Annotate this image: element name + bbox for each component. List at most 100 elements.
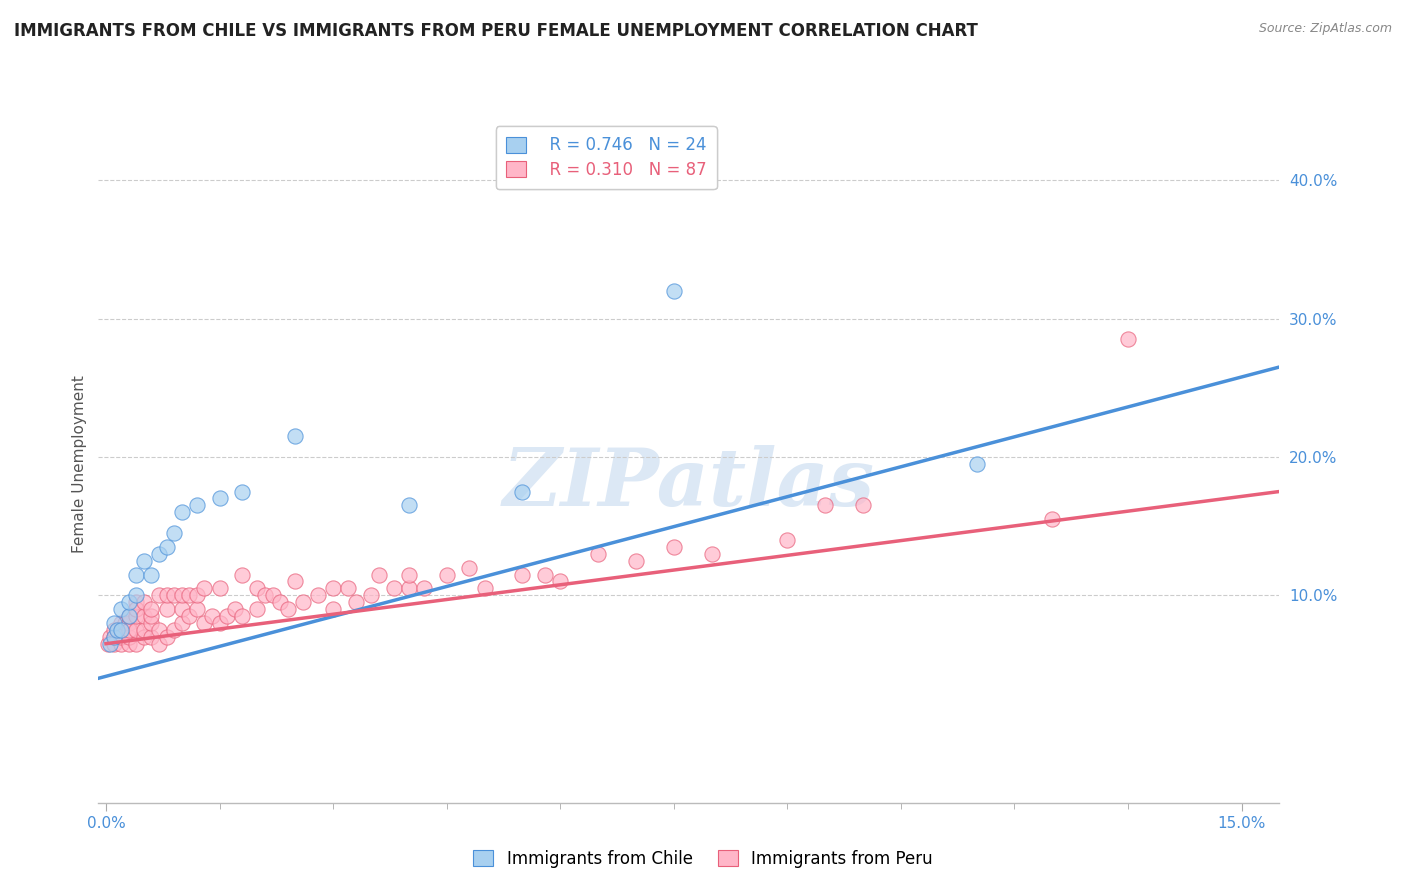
Text: Source: ZipAtlas.com: Source: ZipAtlas.com xyxy=(1258,22,1392,36)
Point xyxy=(103,615,125,630)
Point xyxy=(398,582,420,596)
Point xyxy=(322,602,344,616)
Point xyxy=(179,609,201,624)
Point xyxy=(110,623,132,637)
Point xyxy=(155,540,177,554)
Point xyxy=(148,623,170,637)
Point xyxy=(118,609,141,624)
Point xyxy=(231,609,253,624)
Point xyxy=(163,526,186,541)
Point xyxy=(291,595,314,609)
Point xyxy=(118,615,141,630)
Point xyxy=(186,602,208,616)
Point xyxy=(814,499,837,513)
Point xyxy=(700,547,723,561)
Point xyxy=(458,560,481,574)
Point xyxy=(253,588,276,602)
Point xyxy=(624,554,647,568)
Point xyxy=(103,630,125,644)
Point xyxy=(110,623,132,637)
Point xyxy=(97,637,120,651)
Point xyxy=(125,609,148,624)
Point xyxy=(148,547,170,561)
Point xyxy=(98,637,121,651)
Point xyxy=(548,574,571,589)
Point xyxy=(155,630,177,644)
Point xyxy=(360,588,382,602)
Point xyxy=(193,615,215,630)
Point xyxy=(141,602,163,616)
Point xyxy=(125,595,148,609)
Point xyxy=(322,582,344,596)
Point xyxy=(155,602,177,616)
Point xyxy=(179,588,201,602)
Point xyxy=(105,623,128,637)
Point xyxy=(125,602,148,616)
Point xyxy=(118,609,141,624)
Point xyxy=(163,623,186,637)
Point xyxy=(141,567,163,582)
Point xyxy=(586,547,609,561)
Point xyxy=(125,567,148,582)
Point xyxy=(105,623,128,637)
Point xyxy=(208,615,231,630)
Point xyxy=(110,615,132,630)
Point xyxy=(118,595,141,609)
Point xyxy=(186,588,208,602)
Point xyxy=(534,567,557,582)
Point xyxy=(132,554,155,568)
Point xyxy=(284,574,307,589)
Point xyxy=(1116,332,1139,346)
Point xyxy=(277,602,299,616)
Point xyxy=(141,615,163,630)
Point xyxy=(208,582,231,596)
Point xyxy=(103,630,125,644)
Point xyxy=(170,615,193,630)
Point xyxy=(246,582,269,596)
Point xyxy=(246,602,269,616)
Point xyxy=(344,595,367,609)
Point xyxy=(125,637,148,651)
Point xyxy=(103,623,125,637)
Point xyxy=(367,567,389,582)
Point xyxy=(284,429,307,443)
Y-axis label: Female Unemployment: Female Unemployment xyxy=(72,375,87,553)
Point xyxy=(170,602,193,616)
Point xyxy=(852,499,875,513)
Point xyxy=(132,609,155,624)
Point xyxy=(662,284,685,298)
Point xyxy=(474,582,496,596)
Point xyxy=(201,609,224,624)
Point xyxy=(382,582,405,596)
Point xyxy=(125,588,148,602)
Point xyxy=(163,588,186,602)
Point xyxy=(776,533,799,547)
Point xyxy=(1040,512,1063,526)
Point xyxy=(98,630,121,644)
Point xyxy=(141,630,163,644)
Legend: Immigrants from Chile, Immigrants from Peru: Immigrants from Chile, Immigrants from P… xyxy=(467,844,939,875)
Point xyxy=(110,602,132,616)
Point xyxy=(262,588,284,602)
Point xyxy=(125,623,148,637)
Point xyxy=(170,588,193,602)
Point xyxy=(436,567,458,582)
Point xyxy=(512,567,534,582)
Point xyxy=(512,484,534,499)
Point xyxy=(398,499,420,513)
Point xyxy=(118,637,141,651)
Text: IMMIGRANTS FROM CHILE VS IMMIGRANTS FROM PERU FEMALE UNEMPLOYMENT CORRELATION CH: IMMIGRANTS FROM CHILE VS IMMIGRANTS FROM… xyxy=(14,22,979,40)
Point xyxy=(307,588,329,602)
Point xyxy=(398,567,420,582)
Point xyxy=(118,623,141,637)
Point xyxy=(110,637,132,651)
Point xyxy=(132,595,155,609)
Point xyxy=(155,588,177,602)
Point xyxy=(231,567,253,582)
Point xyxy=(148,588,170,602)
Point xyxy=(110,630,132,644)
Point xyxy=(118,630,141,644)
Point xyxy=(224,602,246,616)
Point xyxy=(662,540,685,554)
Point xyxy=(132,623,155,637)
